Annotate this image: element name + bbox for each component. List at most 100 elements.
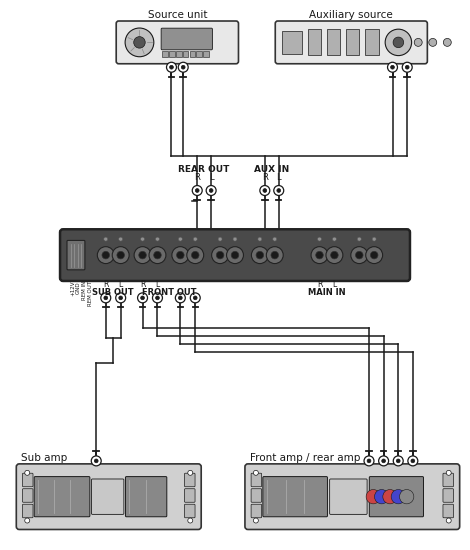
Circle shape xyxy=(391,490,406,504)
Circle shape xyxy=(382,459,385,463)
FancyBboxPatch shape xyxy=(329,479,367,514)
Circle shape xyxy=(175,293,185,303)
Circle shape xyxy=(351,246,368,263)
FancyBboxPatch shape xyxy=(23,504,33,518)
Circle shape xyxy=(104,296,108,300)
Text: Auxiliary source: Auxiliary source xyxy=(309,9,393,19)
Circle shape xyxy=(253,518,258,523)
Bar xyxy=(176,51,181,58)
FancyBboxPatch shape xyxy=(67,240,85,270)
FancyBboxPatch shape xyxy=(251,473,262,487)
Circle shape xyxy=(187,246,204,263)
Circle shape xyxy=(274,185,284,195)
Circle shape xyxy=(318,237,321,241)
Circle shape xyxy=(134,246,151,263)
Circle shape xyxy=(181,65,185,69)
Text: L: L xyxy=(332,280,337,289)
Circle shape xyxy=(260,185,270,195)
Circle shape xyxy=(190,293,200,303)
Circle shape xyxy=(191,251,199,259)
Circle shape xyxy=(414,39,422,46)
Circle shape xyxy=(256,251,264,259)
Circle shape xyxy=(408,456,418,466)
Circle shape xyxy=(266,246,283,263)
Circle shape xyxy=(405,65,409,69)
Circle shape xyxy=(227,246,243,263)
Circle shape xyxy=(372,237,376,241)
Circle shape xyxy=(193,237,197,241)
Bar xyxy=(282,31,303,54)
Text: L: L xyxy=(276,173,281,182)
Circle shape xyxy=(102,251,110,259)
Circle shape xyxy=(188,518,193,523)
Bar xyxy=(162,51,168,58)
Circle shape xyxy=(178,62,188,72)
Circle shape xyxy=(154,251,161,259)
Bar xyxy=(189,51,196,58)
FancyBboxPatch shape xyxy=(443,489,454,502)
FancyBboxPatch shape xyxy=(251,489,262,502)
Circle shape xyxy=(446,470,451,475)
Circle shape xyxy=(429,39,437,46)
Circle shape xyxy=(188,470,193,475)
Text: Front amp / rear amp: Front amp / rear amp xyxy=(250,453,360,463)
Circle shape xyxy=(326,246,343,263)
Circle shape xyxy=(94,459,98,463)
Bar xyxy=(327,29,340,55)
Text: GND: GND xyxy=(76,281,81,294)
FancyBboxPatch shape xyxy=(23,489,33,502)
Circle shape xyxy=(179,296,182,300)
Circle shape xyxy=(370,251,378,259)
Circle shape xyxy=(332,237,337,241)
Text: R: R xyxy=(103,280,109,289)
Circle shape xyxy=(192,185,202,195)
Circle shape xyxy=(172,246,189,263)
Bar xyxy=(346,29,360,55)
Circle shape xyxy=(152,293,163,303)
Circle shape xyxy=(141,296,144,300)
Circle shape xyxy=(357,237,361,241)
Circle shape xyxy=(277,189,281,192)
Text: REM IN: REM IN xyxy=(82,281,87,300)
Circle shape xyxy=(101,293,111,303)
Text: SUB OUT: SUB OUT xyxy=(93,288,134,297)
Circle shape xyxy=(156,296,159,300)
Text: Source unit: Source unit xyxy=(148,9,207,19)
Circle shape xyxy=(258,237,262,241)
Circle shape xyxy=(253,470,258,475)
Text: R: R xyxy=(194,173,200,182)
Circle shape xyxy=(193,296,197,300)
Circle shape xyxy=(119,296,123,300)
Circle shape xyxy=(209,189,213,192)
Circle shape xyxy=(166,62,176,72)
Circle shape xyxy=(443,39,451,46)
Circle shape xyxy=(446,518,451,523)
Circle shape xyxy=(383,490,397,504)
Text: AUX IN: AUX IN xyxy=(254,164,290,174)
Circle shape xyxy=(25,518,30,523)
Bar xyxy=(169,51,175,58)
Circle shape xyxy=(366,490,380,504)
FancyBboxPatch shape xyxy=(245,464,460,530)
FancyBboxPatch shape xyxy=(116,21,238,64)
Circle shape xyxy=(218,237,222,241)
Circle shape xyxy=(212,246,228,263)
Text: REAR OUT: REAR OUT xyxy=(179,164,230,174)
Circle shape xyxy=(125,28,154,57)
Circle shape xyxy=(138,293,148,303)
Circle shape xyxy=(375,490,389,504)
FancyBboxPatch shape xyxy=(263,477,328,517)
Circle shape xyxy=(316,251,323,259)
Bar xyxy=(203,51,209,58)
Circle shape xyxy=(91,456,101,466)
Circle shape xyxy=(170,65,173,69)
Circle shape xyxy=(355,251,363,259)
Circle shape xyxy=(233,237,237,241)
Circle shape xyxy=(330,251,338,259)
FancyBboxPatch shape xyxy=(251,504,262,518)
FancyBboxPatch shape xyxy=(369,477,423,517)
Circle shape xyxy=(104,237,108,241)
Text: L: L xyxy=(118,280,123,289)
FancyBboxPatch shape xyxy=(161,28,212,50)
Bar xyxy=(308,29,321,55)
